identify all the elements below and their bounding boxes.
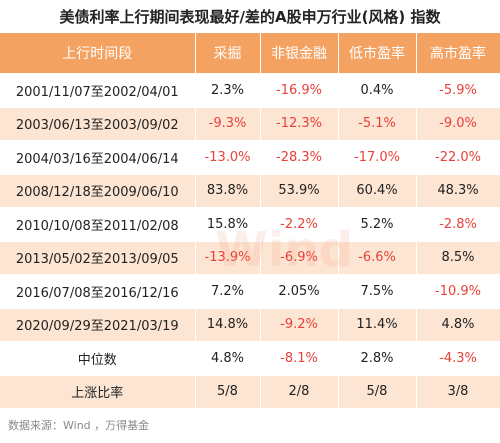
header-cell: 高市盈率 [416,33,500,74]
title: 美债利率上行期间表现最好/差的A股申万行业(风格) 指数 [59,8,441,26]
data-table: 上行时间段 采掘 非银金融 低市盈率 高市盈率 2001/11/07至2002/04/0… [0,33,500,408]
row-label: 2010/10/08至2011/02/08 [0,207,196,241]
value-cell: 7.5% [338,274,417,308]
row-label: 2020/09/29至2021/03/19 [0,307,196,342]
table-row: 2020/09/29至2021/03/19 14.8% -9.2% 11.4% 4.8% [0,307,500,342]
value-cell: 2.05% [260,274,339,308]
watermark: Wind [215,222,353,278]
row-label: 2016/07/08至2016/12/16 [0,274,196,308]
table-row: 2010/10/08至2011/02/08 15.8% -2.2% 5.2% -2.8% [0,207,500,241]
header-row: 上行时间段 采掘 非银金融 低市盈率 高市盈率 [0,33,500,74]
table-row: 2004/03/16至2004/06/14 -13.0% -28.3% -17.0% -… [0,140,500,174]
header-cell: 采掘 [195,33,261,74]
table-row: 2016/07/08至2016/12/16 7.2% 2.05% 7.5% -10.9% [0,274,500,308]
value-cell: -5.1% [338,106,417,141]
header-cell: 低市盈率 [338,33,417,74]
row-label: 上涨比率 [0,374,196,408]
value-cell: -4.3% [416,341,500,375]
value-cell: -13.0% [195,140,261,174]
row-label: 2004/03/16至2004/06/14 [0,140,196,174]
value-cell: 48.3% [416,173,500,208]
header-cell: 上行时间段 [0,33,196,74]
value-cell: -2.8% [416,207,500,241]
value-cell: -9.0% [416,106,500,141]
value-cell: 53.9% [260,173,339,208]
value-cell: 83.8% [195,173,261,208]
value-cell: -5.9% [416,73,500,107]
value-cell: -9.3% [195,106,261,141]
value-cell: -10.9% [416,274,500,308]
value-cell: 2/8 [260,374,339,408]
value-cell: -9.2% [260,307,339,342]
value-cell: 15.8% [195,207,261,241]
value-cell: 4.8% [195,341,261,375]
value-cell: -17.0% [338,140,417,174]
value-cell: 60.4% [338,173,417,208]
table-row: 2013/05/02至2013/09/05 -13.9% -6.9% -6.6% 8.5… [0,240,500,275]
value-cell: -6.6% [338,240,417,275]
table-body: 2001/11/07至2002/04/01 2.3% -16.9% 0.4% -5.9%… [0,73,500,408]
row-label: 2008/12/18至2009/06/10 [0,173,196,208]
value-cell: 2.3% [195,73,261,107]
row-label: 2001/11/07至2002/04/01 [0,73,196,107]
source-note: 数据来源：Wind ，万得基金 [8,419,150,432]
value-cell: -8.1% [260,341,339,375]
row-label: 2013/05/02至2013/09/05 [0,240,196,275]
table-row: 上涨比率 5/8 2/8 5/8 3/8 [0,374,500,408]
table-row: 2008/12/18至2009/06/10 83.8% 53.9% 60.4% 48.3… [0,173,500,208]
value-cell: 11.4% [338,307,417,342]
row-label: 2003/06/13至2003/09/02 [0,106,196,141]
header-cell: 非银金融 [260,33,339,74]
value-cell: -16.9% [260,73,339,107]
value-cell: -13.9% [195,240,261,275]
value-cell: 5.2% [338,207,417,241]
row-label: 中位数 [0,341,196,375]
value-cell: -2.2% [260,207,339,241]
value-cell: 4.8% [416,307,500,342]
value-cell: 5/8 [195,374,261,408]
table-row: 中位数 4.8% -8.1% 2.8% -4.3% [0,341,500,375]
value-cell: 7.2% [195,274,261,308]
table-row: 2001/11/07至2002/04/01 2.3% -16.9% 0.4% -5.9% [0,73,500,107]
value-cell: -22.0% [416,140,500,174]
value-cell: 8.5% [416,240,500,275]
table-row: 2003/06/13至2003/09/02 -9.3% -12.3% -5.1% -9.… [0,106,500,141]
value-cell: 2.8% [338,341,417,375]
value-cell: 3/8 [416,374,500,408]
value-cell: -28.3% [260,140,339,174]
value-cell: 5/8 [338,374,417,408]
value-cell: 14.8% [195,307,261,342]
value-cell: -6.9% [260,240,339,275]
value-cell: -12.3% [260,106,339,141]
value-cell: 0.4% [338,73,417,107]
